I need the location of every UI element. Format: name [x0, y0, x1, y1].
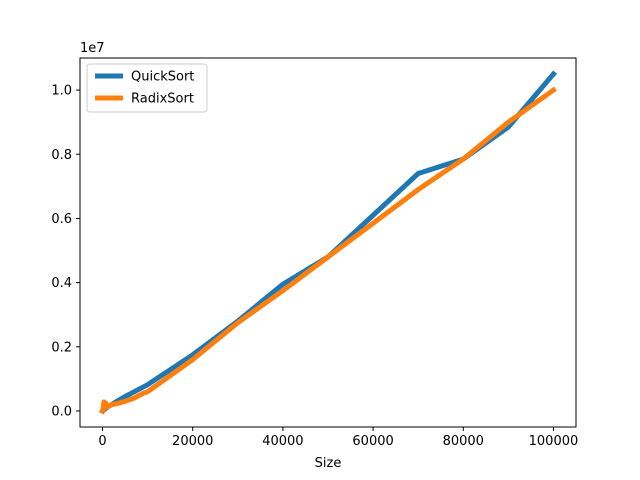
series-line-radixsort	[99, 86, 557, 414]
x-tick-label: 100000	[529, 434, 579, 449]
x-ticks: 0 20000 40000 60000 80000 100000	[98, 427, 578, 449]
y-tick-label: 0.2	[51, 340, 72, 355]
y-offset-text: 1e7	[80, 41, 105, 56]
y-ticks: 0.0 0.2 0.4 0.6 0.8 1.0	[51, 84, 80, 419]
y-tick-label: 0.6	[51, 212, 72, 227]
series-line-quicksort	[99, 70, 557, 415]
x-tick-label: 0	[98, 434, 106, 449]
legend: QuickSort RadixSort	[86, 63, 208, 113]
y-tick-label: 1.0	[51, 84, 72, 99]
series-layer	[99, 70, 557, 415]
y-tick-label: 0.4	[51, 276, 72, 291]
y-tick-label: 0.8	[51, 148, 72, 163]
axes-frame	[79, 57, 577, 428]
x-tick-label: 80000	[443, 434, 484, 449]
x-axis-label: Size	[315, 456, 342, 471]
x-tick-label: 40000	[262, 434, 303, 449]
plot-area: 0 20000 40000 60000 80000 100000 0.0 0.2 0.4 0.6…	[51, 57, 578, 449]
legend-label-radixsort: RadixSort	[131, 92, 194, 107]
legend-label-quicksort: QuickSort	[131, 70, 194, 85]
y-tick-label: 0.0	[51, 404, 72, 419]
x-tick-label: 60000	[352, 434, 393, 449]
x-tick-label: 20000	[172, 434, 213, 449]
